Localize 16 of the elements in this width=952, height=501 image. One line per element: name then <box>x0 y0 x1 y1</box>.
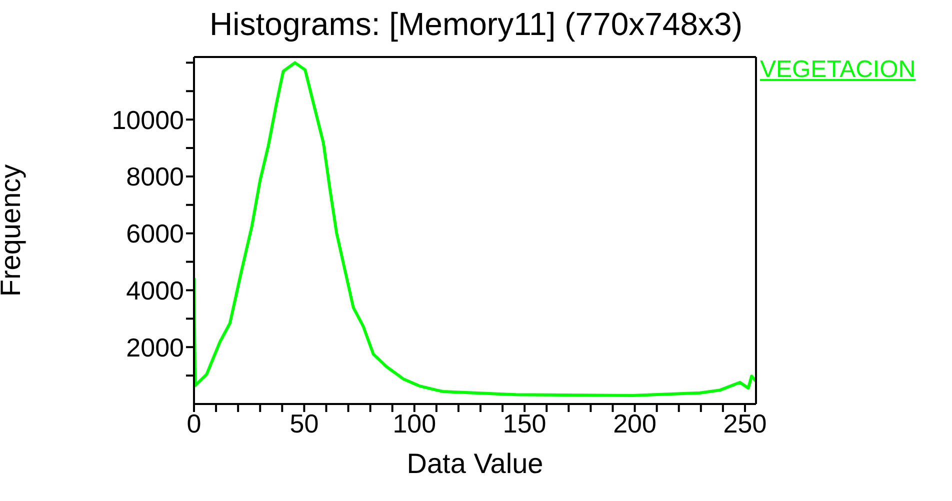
x-tick-label: 0 <box>186 408 202 438</box>
x-tick-label: 250 <box>723 408 767 438</box>
y-tick-label: 2000 <box>126 332 184 362</box>
x-tick-label: 200 <box>613 408 656 438</box>
y-tick-label: 6000 <box>126 218 184 249</box>
text: VEGETACION <box>760 56 916 84</box>
y-tick-label: 8000 <box>126 162 184 192</box>
y-axis-title: Frequency <box>0 164 26 297</box>
line-series <box>194 61 756 397</box>
y-tick-label: 10000 <box>112 104 184 135</box>
x-tick-label: 150 <box>502 408 546 438</box>
x-axis-title: Data Value <box>406 448 544 479</box>
y-tick-label: 4000 <box>126 275 184 306</box>
x-tick-label: 100 <box>392 408 436 438</box>
x-tick-label: 50 <box>290 408 319 438</box>
chart-title: Histograms: [Memory11] (770x748x3) <box>208 6 744 43</box>
